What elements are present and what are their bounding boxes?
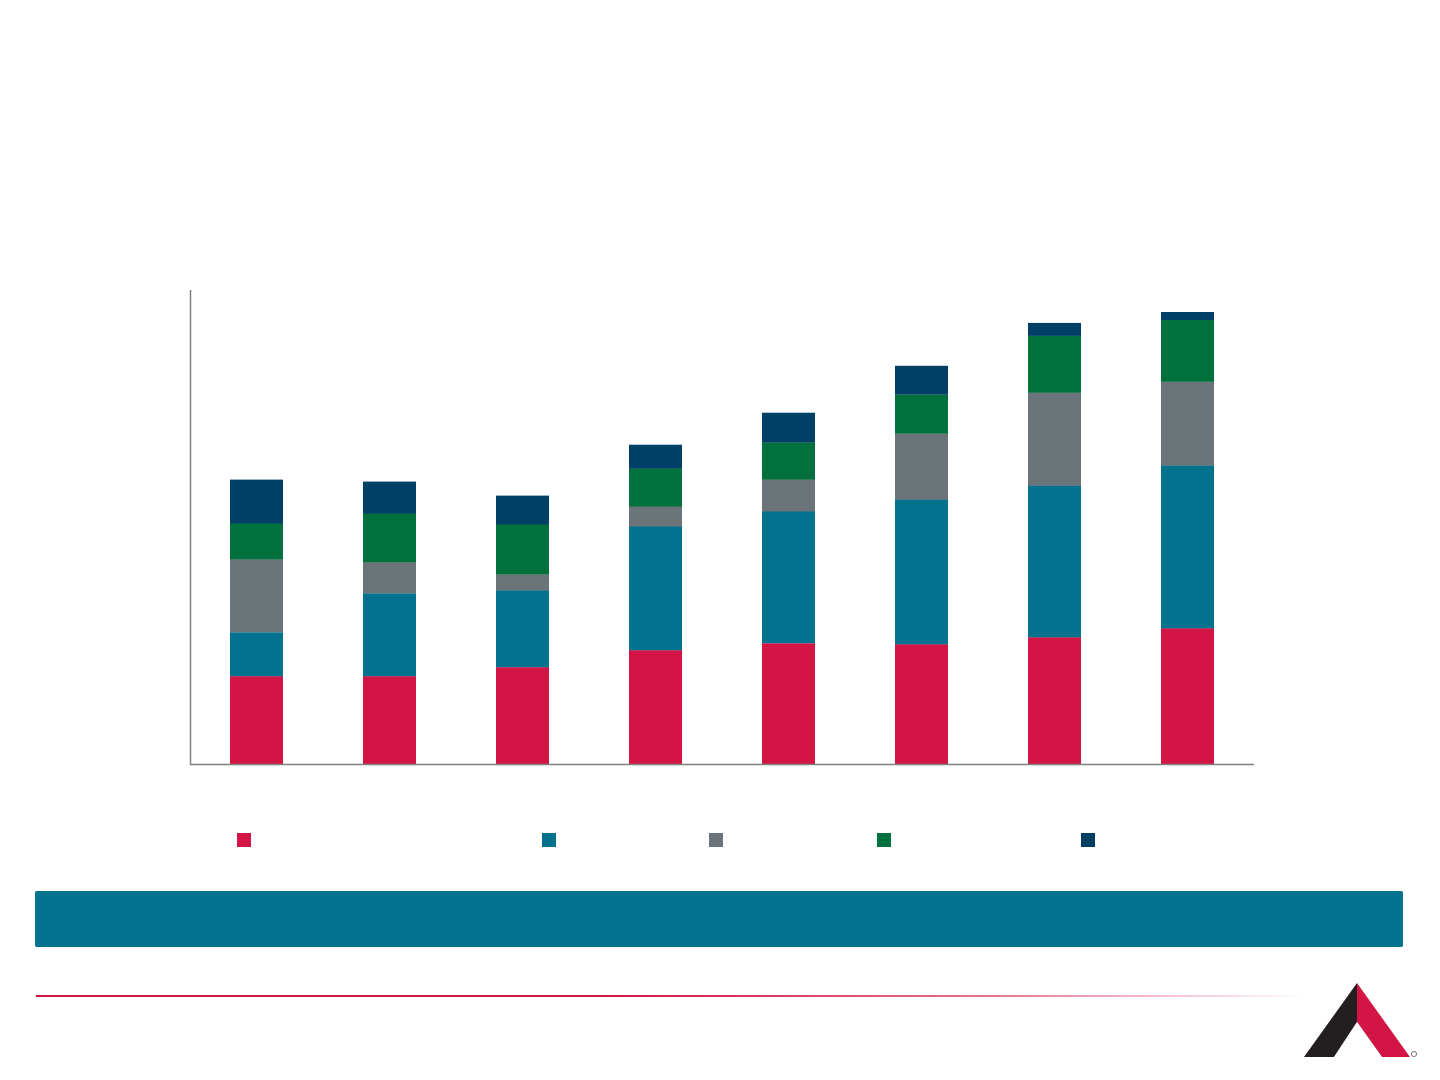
legend-item-4	[877, 826, 891, 854]
footer-rule	[36, 995, 1306, 997]
legend-item-1	[237, 826, 251, 854]
bar-segment-1-series-2	[230, 632, 283, 677]
bar-segment-7-series-5	[1028, 322, 1081, 336]
chart-legend	[0, 826, 1440, 854]
stacked-bar-chart	[189, 290, 1254, 766]
bar-segment-1-series-1	[230, 676, 283, 764]
legend-item-3	[709, 826, 723, 854]
banner-bar	[35, 891, 1403, 947]
bar-segment-6-series-3	[895, 433, 948, 500]
bar-segment-3-series-1	[496, 667, 549, 764]
bar-segment-5-series-3	[762, 479, 815, 512]
company-logo-icon	[1304, 983, 1417, 1057]
bar-segment-6-series-4	[895, 394, 948, 434]
bar-segment-2-series-1	[363, 676, 416, 764]
bar-segment-2-series-3	[363, 562, 416, 594]
bar-segment-4-series-2	[629, 526, 682, 651]
legend-swatch-1	[237, 833, 251, 847]
legend-swatch-4	[877, 833, 891, 847]
bar-segment-7-series-3	[1028, 392, 1081, 486]
legend-swatch-5	[1081, 833, 1095, 847]
bar-segment-6-series-5	[895, 365, 948, 395]
bar-segment-4-series-1	[629, 650, 682, 764]
legend-swatch-2	[542, 833, 556, 847]
bar-segment-5-series-2	[762, 511, 815, 644]
bar-segment-4-series-4	[629, 468, 682, 507]
legend-item-5	[1081, 826, 1095, 854]
bar-segment-8-series-4	[1161, 319, 1214, 382]
bar-segment-3-series-5	[496, 495, 549, 525]
bar-segment-7-series-2	[1028, 485, 1081, 638]
bar-segment-8-series-2	[1161, 465, 1214, 629]
bar-segment-2-series-4	[363, 513, 416, 563]
bar-segment-8-series-1	[1161, 628, 1214, 764]
bar-segment-2-series-5	[363, 481, 416, 514]
legend-swatch-3	[709, 833, 723, 847]
bar-segment-4-series-5	[629, 444, 682, 469]
bar-segment-3-series-2	[496, 590, 549, 668]
bar-segment-3-series-4	[496, 524, 549, 575]
legend-item-2	[542, 826, 556, 854]
bar-segment-1-series-5	[230, 479, 283, 524]
chart-bars	[230, 312, 1214, 764]
bar-segment-2-series-2	[363, 593, 416, 677]
bar-segment-4-series-3	[629, 506, 682, 527]
bar-segment-5-series-1	[762, 643, 815, 764]
bar-segment-5-series-5	[762, 412, 815, 443]
bar-segment-6-series-1	[895, 644, 948, 764]
bar-segment-3-series-3	[496, 574, 549, 591]
bar-segment-1-series-4	[230, 523, 283, 560]
bar-segment-8-series-5	[1161, 312, 1214, 320]
bar-segment-8-series-3	[1161, 381, 1214, 466]
bar-segment-6-series-2	[895, 499, 948, 645]
bar-segment-5-series-4	[762, 442, 815, 480]
bar-segment-7-series-4	[1028, 335, 1081, 393]
bar-segment-1-series-3	[230, 559, 283, 633]
bar-segment-7-series-1	[1028, 637, 1081, 764]
